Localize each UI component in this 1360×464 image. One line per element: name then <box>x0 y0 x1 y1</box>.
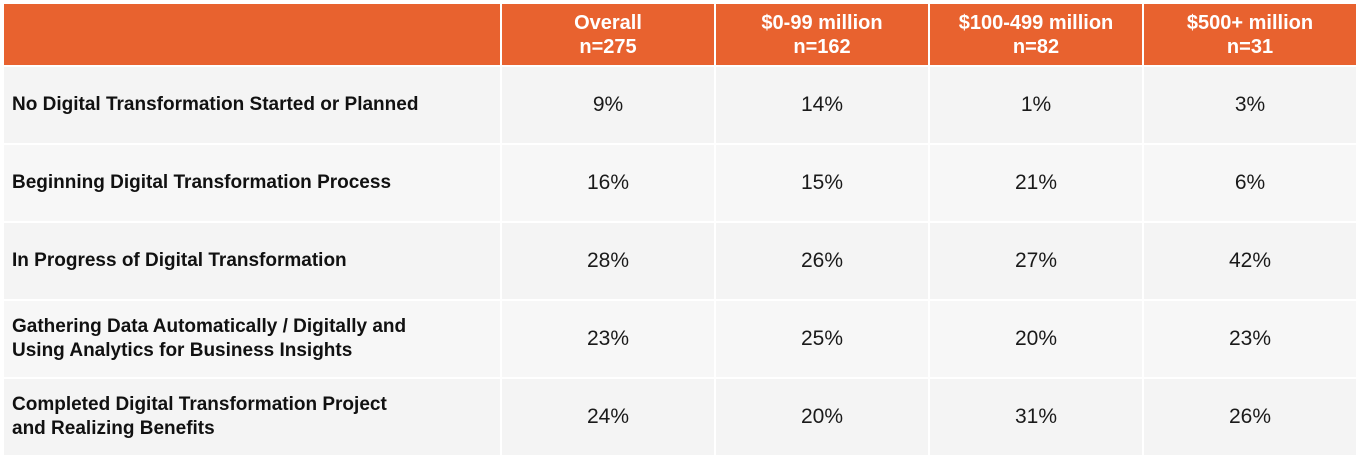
value-cell: 6% <box>1144 145 1356 221</box>
value-cell: 1% <box>930 67 1142 143</box>
row-label-line: Beginning Digital Transformation Process <box>12 172 392 193</box>
column-header-n: n=275 <box>579 35 637 58</box>
header-row: Overall n=275 $0-99 million n=162 $100-4… <box>4 4 1356 65</box>
value-cell: 24% <box>502 379 714 455</box>
value-cell: 27% <box>930 223 1142 299</box>
header-corner-cell <box>4 4 500 65</box>
value-cell: 23% <box>502 301 714 377</box>
value-cell: 20% <box>716 379 928 455</box>
row-label: Beginning Digital Transformation Process <box>4 145 500 221</box>
value-cell: 23% <box>1144 301 1356 377</box>
column-header-n: n=31 <box>1226 35 1274 58</box>
row-label: In Progress of Digital Transformation <box>4 223 500 299</box>
value-cell: 9% <box>502 67 714 143</box>
value-cell: 26% <box>1144 379 1356 455</box>
value-cell: 14% <box>716 67 928 143</box>
value-cell: 26% <box>716 223 928 299</box>
row-label-line: In Progress of Digital Transformation <box>12 250 347 271</box>
value-cell: 21% <box>930 145 1142 221</box>
column-header-overall: Overall n=275 <box>502 4 714 65</box>
column-header-n: n=162 <box>793 35 851 58</box>
value-cell: 28% <box>502 223 714 299</box>
column-header-100-499-million: $100-499 million n=82 <box>930 4 1142 65</box>
value-cell: 20% <box>930 301 1142 377</box>
results-table-container: Overall n=275 $0-99 million n=162 $100-4… <box>4 4 1358 455</box>
value-cell: 31% <box>930 379 1142 455</box>
row-label: Completed Digital Transformation Project… <box>4 379 500 455</box>
row-label-line: No Digital Transformation Started or Pla… <box>12 94 419 115</box>
column-header-0-99-million: $0-99 million n=162 <box>716 4 928 65</box>
table-row-in-progress: In Progress of Digital Transformation 28… <box>4 223 1356 299</box>
row-label-line: Gathering Data Automatically / Digitally… <box>12 316 407 337</box>
column-header-500-plus-million: $500+ million n=31 <box>1144 4 1356 65</box>
column-header-label: $100-499 million <box>958 11 1114 34</box>
table-row-no-transformation: No Digital Transformation Started or Pla… <box>4 67 1356 143</box>
column-header-label: $0-99 million <box>761 11 883 34</box>
value-cell: 15% <box>716 145 928 221</box>
row-label: Gathering Data Automatically / Digitally… <box>4 301 500 377</box>
value-cell: 3% <box>1144 67 1356 143</box>
results-table: Overall n=275 $0-99 million n=162 $100-4… <box>2 2 1358 457</box>
value-cell: 25% <box>716 301 928 377</box>
column-header-label: $500+ million <box>1186 11 1314 34</box>
value-cell: 42% <box>1144 223 1356 299</box>
row-label-line: Using Analytics for Business Insights <box>12 340 353 361</box>
column-header-label: Overall <box>574 11 642 34</box>
table-row-gathering-data: Gathering Data Automatically / Digitally… <box>4 301 1356 377</box>
row-label: No Digital Transformation Started or Pla… <box>4 67 500 143</box>
row-label-line: Completed Digital Transformation Project <box>12 394 387 415</box>
table-row-beginning: Beginning Digital Transformation Process… <box>4 145 1356 221</box>
table-row-completed: Completed Digital Transformation Project… <box>4 379 1356 455</box>
row-label-line: and Realizing Benefits <box>12 418 215 439</box>
column-header-n: n=82 <box>1012 35 1060 58</box>
value-cell: 16% <box>502 145 714 221</box>
